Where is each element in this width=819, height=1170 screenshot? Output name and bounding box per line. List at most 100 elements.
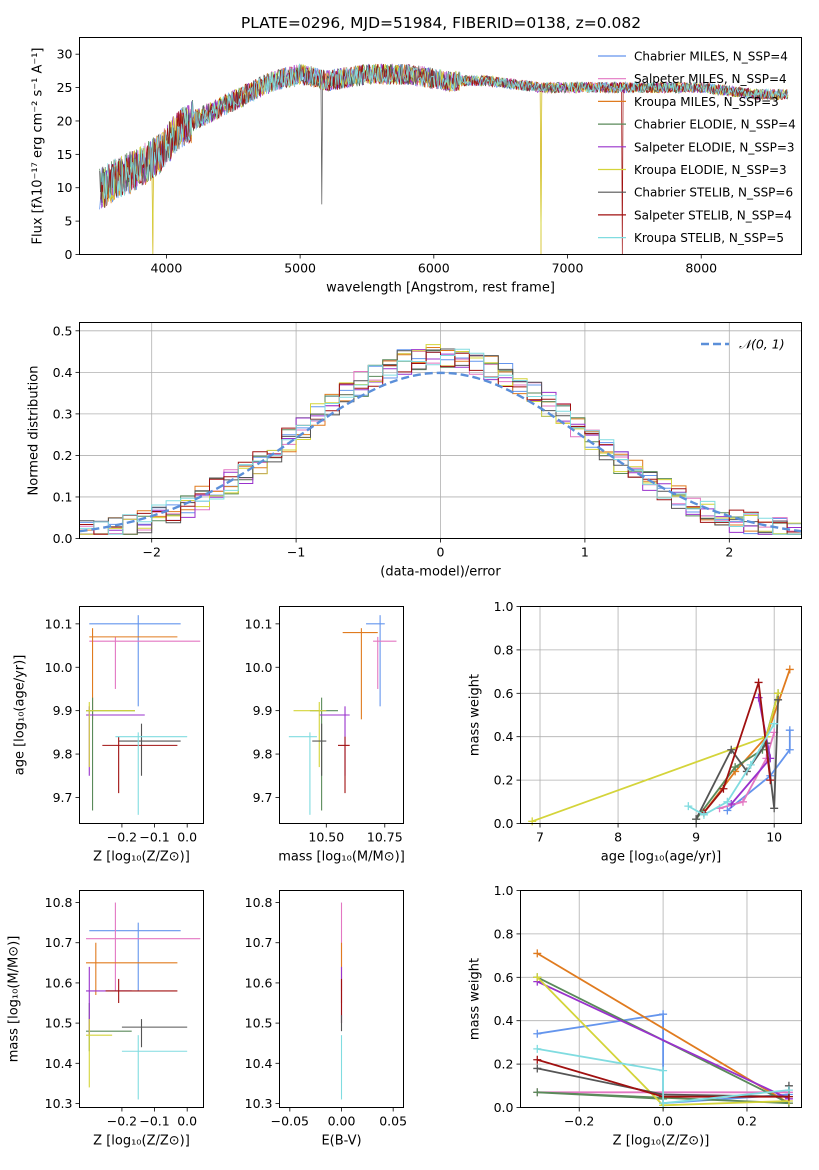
x-tick-label: −2 <box>142 545 160 560</box>
y-tick-label: 0.0 <box>494 816 514 831</box>
z-age-frame <box>79 606 204 824</box>
spectrum-lines <box>99 63 789 255</box>
y-tick-label: 0 <box>65 247 73 262</box>
x-tick-label: −0.2 <box>107 830 137 845</box>
panel-weight-vs-z <box>520 890 802 1110</box>
x-tick-label: 0.05 <box>379 1114 407 1129</box>
residuals-legend: 𝒩(0, 1) <box>701 337 785 352</box>
y-tick-label: 10 <box>57 180 73 195</box>
y-tick-label: 0.4 <box>53 365 73 380</box>
weight-point-marker <box>723 806 732 815</box>
legend-entry: Salpeter MILES, N_SSP=4 <box>634 72 787 86</box>
weight-point-marker <box>727 745 736 754</box>
legend-entry: Chabrier ELODIE, N_SSP=4 <box>634 118 796 132</box>
x-tick-label: 8 <box>614 830 622 845</box>
spectrum-frame <box>79 37 802 255</box>
y-tick-label: 10.5 <box>245 1016 273 1031</box>
y-tick-label: 0.2 <box>494 1057 514 1072</box>
y-tick-label: 1.0 <box>494 883 514 898</box>
y-tick-label: 10.3 <box>245 1096 273 1111</box>
x-tick-label: −0.2 <box>107 1114 137 1129</box>
x-tick-label: 10 <box>766 830 782 845</box>
x-tick-label: 0.0 <box>177 830 197 845</box>
y-tick-label: 9.7 <box>253 790 273 805</box>
weight-point-marker <box>659 1010 668 1019</box>
x-axis-label: age [log₁₀(age/yr)] <box>601 850 722 865</box>
x-axis-label: Z [log₁₀(Z/Z⊙)] <box>93 1134 190 1149</box>
y-axis-label: age [log₁₀(age/yr)] <box>13 655 28 776</box>
z-mass-errorbars <box>86 902 201 1100</box>
weight-point-marker <box>746 760 755 769</box>
x-axis-label: Z [log₁₀(Z/Z⊙)] <box>93 850 190 865</box>
weight-series-line <box>695 699 779 820</box>
weight-point-marker <box>770 804 779 813</box>
y-tick-label: 0.6 <box>494 970 514 985</box>
weight-age-grid <box>520 606 802 824</box>
x-axis-label: wavelength [Angstrom, rest frame] <box>326 281 555 296</box>
x-tick-label: 2 <box>725 545 733 560</box>
x-axis-label: Z [log₁₀(Z/Z⊙)] <box>613 1134 710 1149</box>
y-axis-label: mass weight <box>468 674 483 756</box>
y-tick-label: 10.7 <box>245 935 273 950</box>
weight-series-line <box>703 682 772 814</box>
x-axis-label: E(B-V) <box>321 1134 361 1149</box>
y-tick-label: 0.4 <box>494 1013 514 1028</box>
y-axis-label: Flux [fλ10⁻¹⁷ erg cm⁻² s⁻¹ A⁻¹] <box>31 48 46 245</box>
y-tick-label: 10.0 <box>245 660 273 675</box>
x-tick-label: 4000 <box>151 261 183 276</box>
y-tick-label: 9.8 <box>253 747 273 762</box>
x-tick-label: 7 <box>536 830 544 845</box>
panel-residuals: 𝒩(0, 1) <box>79 322 802 539</box>
spectrum-series-line <box>101 63 789 206</box>
y-tick-label: 1.0 <box>494 599 514 614</box>
y-tick-label: 9.9 <box>53 703 73 718</box>
x-tick-label: −0.05 <box>271 1114 309 1129</box>
spectrum-legend: Chabrier MILES, N_SSP=4 Salpeter MILES, N… <box>598 50 796 245</box>
x-tick-label: −0.2 <box>564 1114 594 1129</box>
weight-point-marker <box>754 678 763 687</box>
weight-point-marker <box>533 1088 542 1097</box>
weight-z-frame <box>520 890 802 1108</box>
y-tick-label: 10.0 <box>45 660 73 675</box>
legend-entry: Kroupa ELODIE, N_SSP=3 <box>634 163 787 177</box>
weight-point-marker <box>533 949 542 958</box>
panel-mass-vs-age <box>279 606 404 824</box>
y-tick-label: 0.0 <box>53 531 73 546</box>
weight-point-marker <box>533 1055 542 1064</box>
y-tick-label: 0.2 <box>494 773 514 788</box>
x-tick-label: 9 <box>692 830 700 845</box>
weight-z-grid <box>520 890 802 1108</box>
weight-point-marker <box>684 802 693 811</box>
panel-ebv-vs-mass <box>279 890 404 1108</box>
figure-title: PLATE=0296, MJD=51984, FIBERID=0138, z=0… <box>241 14 641 32</box>
y-tick-label: 9.7 <box>53 790 73 805</box>
y-tick-label: 0.5 <box>53 323 73 338</box>
weight-point-marker <box>659 1066 668 1075</box>
y-tick-label: 0.6 <box>494 686 514 701</box>
y-tick-label: 10.6 <box>245 975 273 990</box>
weight-series-line <box>536 952 790 1104</box>
y-tick-label: 0.8 <box>494 926 514 941</box>
y-tick-label: 5 <box>65 214 73 229</box>
weight-point-marker <box>770 719 779 728</box>
weight-point-marker <box>533 973 542 982</box>
weight-series-line <box>537 1013 789 1105</box>
panel-z-vs-mass <box>79 890 204 1108</box>
gaussian-curve <box>79 371 802 533</box>
legend-entry: 𝒩(0, 1) <box>739 337 785 352</box>
weight-point-marker <box>738 797 747 806</box>
weight-z-lines <box>533 949 793 1110</box>
weight-point-marker <box>774 695 783 704</box>
y-tick-label: 30 <box>57 47 73 62</box>
x-tick-label: 6000 <box>418 261 450 276</box>
x-tick-label: −0.1 <box>139 830 169 845</box>
panel-weight-vs-age <box>520 606 802 826</box>
y-tick-label: 10.1 <box>45 616 73 631</box>
z-age-errorbars <box>86 615 201 815</box>
weight-series-line <box>536 980 790 1100</box>
legend-entry: Chabrier STELIB, N_SSP=6 <box>634 186 793 200</box>
x-tick-label: 0 <box>437 545 445 560</box>
y-tick-label: 10.8 <box>245 895 273 910</box>
weight-series-line <box>726 730 791 812</box>
